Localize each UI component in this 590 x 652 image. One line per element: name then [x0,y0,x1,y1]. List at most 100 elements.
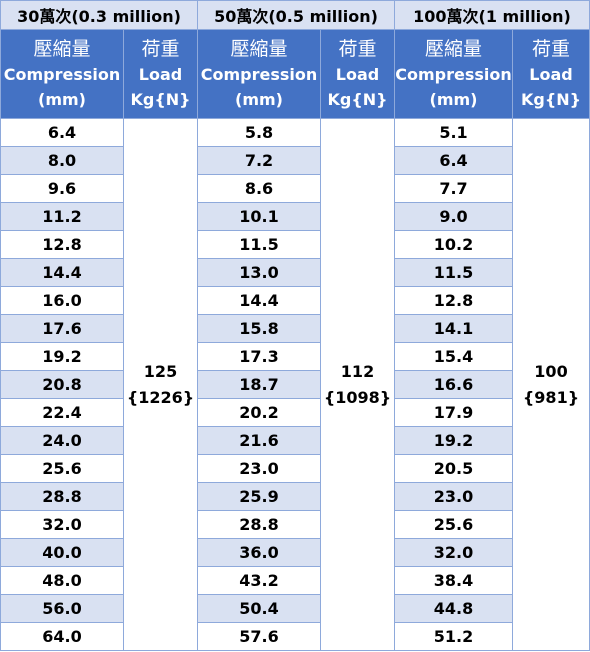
compression-cell: 40.0 [0,538,124,567]
compression-cell: 20.2 [197,398,321,427]
compression-cell: 8.6 [197,174,321,203]
compression-cell: 23.0 [197,454,321,483]
group-title-row: 30萬次(0.3 million) 50萬次(0.5 million) 100萬… [0,0,590,30]
compression-cell: 11.5 [394,258,513,287]
table-row: 6.4 125 {1226} 5.8 112 {1098} 5.1 100 {981} [0,118,590,651]
load-header-zh: 荷重 [338,37,377,60]
table-row: 64.0 57.6 51.2 [0,622,590,651]
compression-cell: 44.8 [394,594,513,623]
table-row: 28.8 25.9 23.0 [0,482,590,511]
load-header-2: 荷重 Load Kg{N} [511,29,590,119]
compression-cell: 5.1 [394,118,513,147]
compression-cell: 20.5 [394,454,513,483]
load-cell: 112 {1098} [320,118,395,651]
compression-header-unit: (mm) [38,89,86,109]
table-row: 9.6 8.6 7.7 [0,174,590,203]
load-kg-value: 125 [143,361,178,381]
compression-cell: 10.1 [197,202,321,231]
column-header-row: 壓縮量 Compression (mm) 荷重 Load Kg{N} 壓縮量 C… [0,29,590,119]
table-body: 6.4 125 {1226} 5.8 112 {1098} 5.1 100 {981} 8.0 7.… [0,118,590,651]
table-row: 12.8 11.5 10.2 [0,230,590,259]
compression-cell: 7.2 [197,146,321,175]
table-row: 11.2 10.1 9.0 [0,202,590,231]
compression-header-unit: (mm) [235,89,283,109]
compression-cell: 14.1 [394,314,513,343]
load-header-en: Load [138,64,183,84]
compression-cell: 25.6 [394,510,513,539]
compression-header-1: 壓縮量 Compression (mm) [197,29,321,119]
load-header-0: 荷重 Load Kg{N} [123,29,198,119]
compression-cell: 20.8 [0,370,124,399]
load-kg-value: 112 [340,361,375,381]
compression-cell: 22.4 [0,398,124,427]
table-row: 19.2 17.3 15.4 [0,342,590,371]
compression-header-zh: 壓縮量 [230,37,288,60]
compression-cell: 13.0 [197,258,321,287]
table-row: 8.0 7.2 6.4 [0,146,590,175]
load-header-1: 荷重 Load Kg{N} [320,29,395,119]
load-header-zh: 荷重 [141,37,180,60]
compression-cell: 6.4 [0,118,124,147]
compression-cell: 36.0 [197,538,321,567]
compression-cell: 43.2 [197,566,321,595]
compression-cell: 28.8 [0,482,124,511]
load-header-en: Load [529,64,573,84]
table-row: 20.8 18.7 16.6 [0,370,590,399]
compression-cell: 38.4 [394,566,513,595]
load-newton-value: {981} [522,387,580,407]
compression-cell: 24.0 [0,426,124,455]
compression-cell: 57.6 [197,622,321,651]
load-cell: 100 {981} [511,118,590,651]
compression-cell: 64.0 [0,622,124,651]
load-header-unit: Kg{N} [327,89,388,109]
compression-cell: 10.2 [394,230,513,259]
compression-cell: 16.6 [394,370,513,399]
load-kg-value: 100 [534,361,568,381]
compression-cell: 21.6 [197,426,321,455]
group-title-1: 50萬次(0.5 million) [197,0,395,30]
compression-cell: 14.4 [0,258,124,287]
table-row: 22.4 20.2 17.9 [0,398,590,427]
compression-cell: 32.0 [394,538,513,567]
compression-cell: 17.9 [394,398,513,427]
compression-cell: 19.2 [394,426,513,455]
compression-header-zh: 壓縮量 [424,37,482,60]
table-row: 25.6 23.0 20.5 [0,454,590,483]
compression-cell: 15.4 [394,342,513,371]
compression-cell: 12.8 [0,230,124,259]
compression-header-en: Compression [200,64,318,84]
compression-cell: 15.8 [197,314,321,343]
compression-cell: 9.0 [394,202,513,231]
load-header-en: Load [335,64,380,84]
group-title-2: 100萬次(1 million) [393,0,590,30]
load-header-unit: Kg{N} [520,89,582,109]
compression-cell: 14.4 [197,286,321,315]
load-header-zh: 荷重 [532,37,571,60]
compression-cell: 16.0 [0,286,124,315]
compression-cell: 51.2 [394,622,513,651]
compression-cell: 8.0 [0,146,124,175]
table-row: 56.0 50.4 44.8 [0,594,590,623]
compression-cell: 17.6 [0,314,124,343]
group-title-0: 30萬次(0.3 million) [0,0,198,30]
compression-cell: 11.5 [197,230,321,259]
compression-cell: 48.0 [0,566,124,595]
compression-header-2: 壓縮量 Compression (mm) [394,29,513,119]
compression-cell: 11.2 [0,202,124,231]
load-newton-value: {1226} [126,387,195,407]
load-header-unit: Kg{N} [130,89,191,109]
compression-cell: 23.0 [394,482,513,511]
compression-cell: 12.8 [394,286,513,315]
compression-header-en: Compression [3,64,121,84]
compression-cell: 19.2 [0,342,124,371]
compression-header-unit: (mm) [429,89,478,109]
load-newton-value: {1098} [323,387,392,407]
compression-header-en: Compression [395,64,512,84]
compression-cell: 25.6 [0,454,124,483]
table-row: 14.4 13.0 11.5 [0,258,590,287]
table-row: 32.0 28.8 25.6 [0,510,590,539]
compression-cell: 6.4 [394,146,513,175]
compression-cell: 56.0 [0,594,124,623]
table-row: 48.0 43.2 38.4 [0,566,590,595]
